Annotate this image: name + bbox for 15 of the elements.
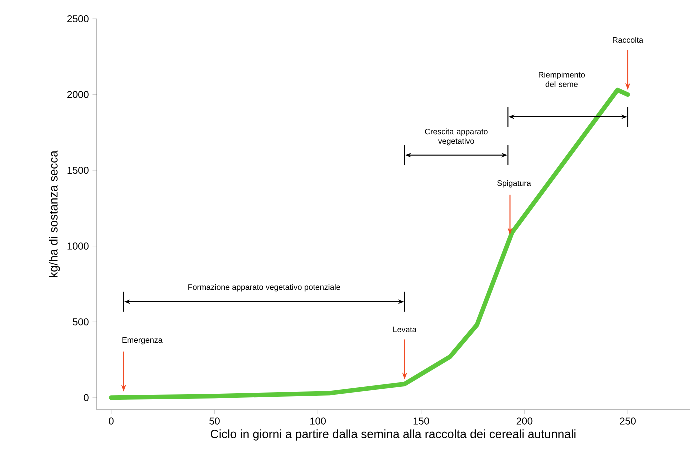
y-tick-label: 500 [73,318,89,326]
y-axis-title: kg/ha di sostanza secca [49,150,60,278]
line-series [109,88,630,400]
y-tick-label: 1000 [68,242,89,250]
x-tick-label: 200 [516,418,533,425]
y-tick-label: 0 [84,394,89,402]
x-tick-label: 0 [109,418,114,425]
x-tick-label: 150 [414,418,430,425]
x-tick-label: 100 [310,418,326,425]
y-tick-label: 1500 [68,167,89,174]
x-axis-title: Ciclo in giorni a partire dalla semina alla raccolta dei cereali autunnali [211,430,576,441]
y-tick-label: 2500 [68,15,89,23]
y-tick-label: 2000 [68,91,89,98]
x-tick-label: 50 [210,418,220,425]
x-tick-label: 250 [620,418,636,425]
